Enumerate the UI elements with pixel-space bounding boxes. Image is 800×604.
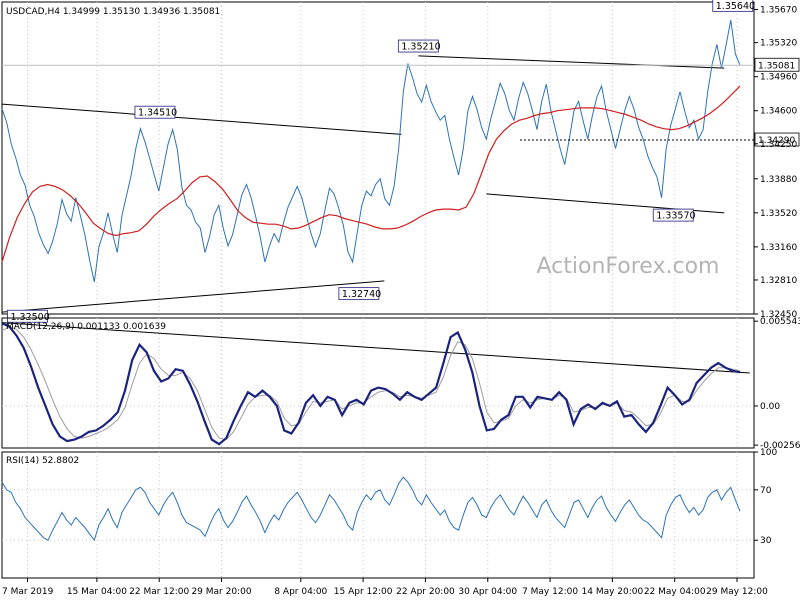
annotation-label: 1.35640 (716, 1, 755, 12)
price-panel-frame (1, 1, 755, 315)
y-tick-label: 30 (760, 536, 772, 546)
x-axis: 7 Mar 2019 15 Mar 04:00 22 Mar 12:00 29 Mar… (2, 578, 768, 597)
rsi-line (1, 476, 741, 542)
x-tick-label: 22 Apr 20:00 (396, 587, 455, 597)
current-price-label-box (754, 57, 800, 72)
y-tick-label: 1.34250 (760, 140, 797, 150)
price-panel: ActionForex.com 1.350811.342901.325001.3… (1, 0, 800, 323)
y-tick-label: 1.33880 (760, 175, 797, 185)
macd-trendline (1, 322, 750, 374)
x-tick-label: 29 Mar 20:00 (191, 587, 251, 597)
y-tick-label: 0.005543 (760, 317, 800, 327)
x-tick-label: 30 Apr 04:00 (458, 587, 517, 597)
annotation-box (338, 287, 380, 301)
macd-y-axis: 0.005543 0.00 -0.002561 (754, 317, 800, 451)
annotation-box (712, 0, 754, 12)
x-tick-label: 7 Mar 2019 (2, 587, 54, 597)
macd-line (1, 322, 741, 446)
y-tick-label: -0.002561 (760, 441, 800, 451)
annotation-label: 1.32500 (10, 312, 49, 323)
x-tick-label: 22 Mar 12:00 (129, 587, 189, 597)
x-tick-label: 29 May 12:00 (706, 587, 768, 597)
rsi-y-axis: 100 70 30 (754, 448, 777, 546)
rsi-panel-frame (1, 451, 755, 579)
y-tick-label: 1.34960 (760, 73, 797, 83)
y-tick-label: 0.00 (760, 402, 780, 412)
annotation-label: 1.35210 (401, 42, 440, 53)
y-tick-label: 1.32810 (760, 276, 797, 286)
price-header: USDCAD,H4 1.34999 1.35130 1.34936 1.3508… (6, 7, 220, 17)
rsi-header: RSI(14) 52.8802 (6, 456, 79, 466)
macd-panel: MACD(12,26,9) 0.001133 0.001639 0.005543… (1, 317, 800, 451)
annotation-box (652, 208, 694, 222)
macd-trendline (1, 322, 750, 374)
annotation-label: 1.32740 (342, 289, 381, 300)
trendline (1, 280, 385, 313)
price-y-axis: 1.35670 1.35320 1.34960 1.34600 1.34250 1.338… (754, 6, 797, 320)
moving-average-line (1, 85, 741, 263)
rsi-grid (2, 452, 754, 578)
annotation-box (134, 105, 176, 119)
x-tick-label: 15 Mar 04:00 (67, 587, 127, 597)
y-tick-label: 100 (760, 448, 777, 458)
x-tick-label: 8 Apr 04:00 (274, 587, 327, 597)
annotation-label: 1.34510 (138, 108, 177, 119)
trendline (1, 103, 402, 135)
price-series-line (1, 19, 741, 283)
current-price-label: 1.35081 (758, 61, 795, 71)
x-tick-label: 15 Apr 12:00 (334, 587, 393, 597)
y-tick-label: 1.34600 (760, 107, 797, 117)
macd-signal-line (1, 325, 741, 441)
y-tick-label: 1.33160 (760, 243, 797, 253)
y-tick-label: 1.33520 (760, 209, 797, 219)
y-tick-label: 1.35320 (760, 39, 797, 49)
price-grid (26, 2, 738, 314)
macd-header: MACD(12,26,9) 0.001133 0.001639 (6, 322, 166, 332)
price-annotations: 1.35081 1.34290 1.32500 1.34510 1.32740 1.352… (7, 0, 800, 323)
level-line-label: 1.34290 (758, 136, 795, 146)
x-tick-label: 14 May 20:00 (582, 587, 644, 597)
macd-grid (2, 318, 754, 448)
annotation-box (397, 39, 439, 53)
x-tick-label: 7 May 12:00 (522, 587, 578, 597)
y-tick-label: 1.35670 (760, 6, 797, 16)
watermark: ActionForex.com (537, 254, 720, 279)
price-trendlines (1, 55, 725, 313)
y-tick-label: 1.32450 (760, 310, 797, 320)
x-tick-label: 22 May 04:00 (644, 587, 706, 597)
trendline (418, 55, 725, 69)
level-line-label-box (754, 132, 800, 147)
macd-panel-frame (1, 317, 755, 449)
rsi-panel: RSI(14) 52.8802 100 70 30 (1, 448, 777, 579)
annotation-label: 1.33570 (656, 211, 695, 222)
y-tick-label: 70 (760, 486, 772, 496)
